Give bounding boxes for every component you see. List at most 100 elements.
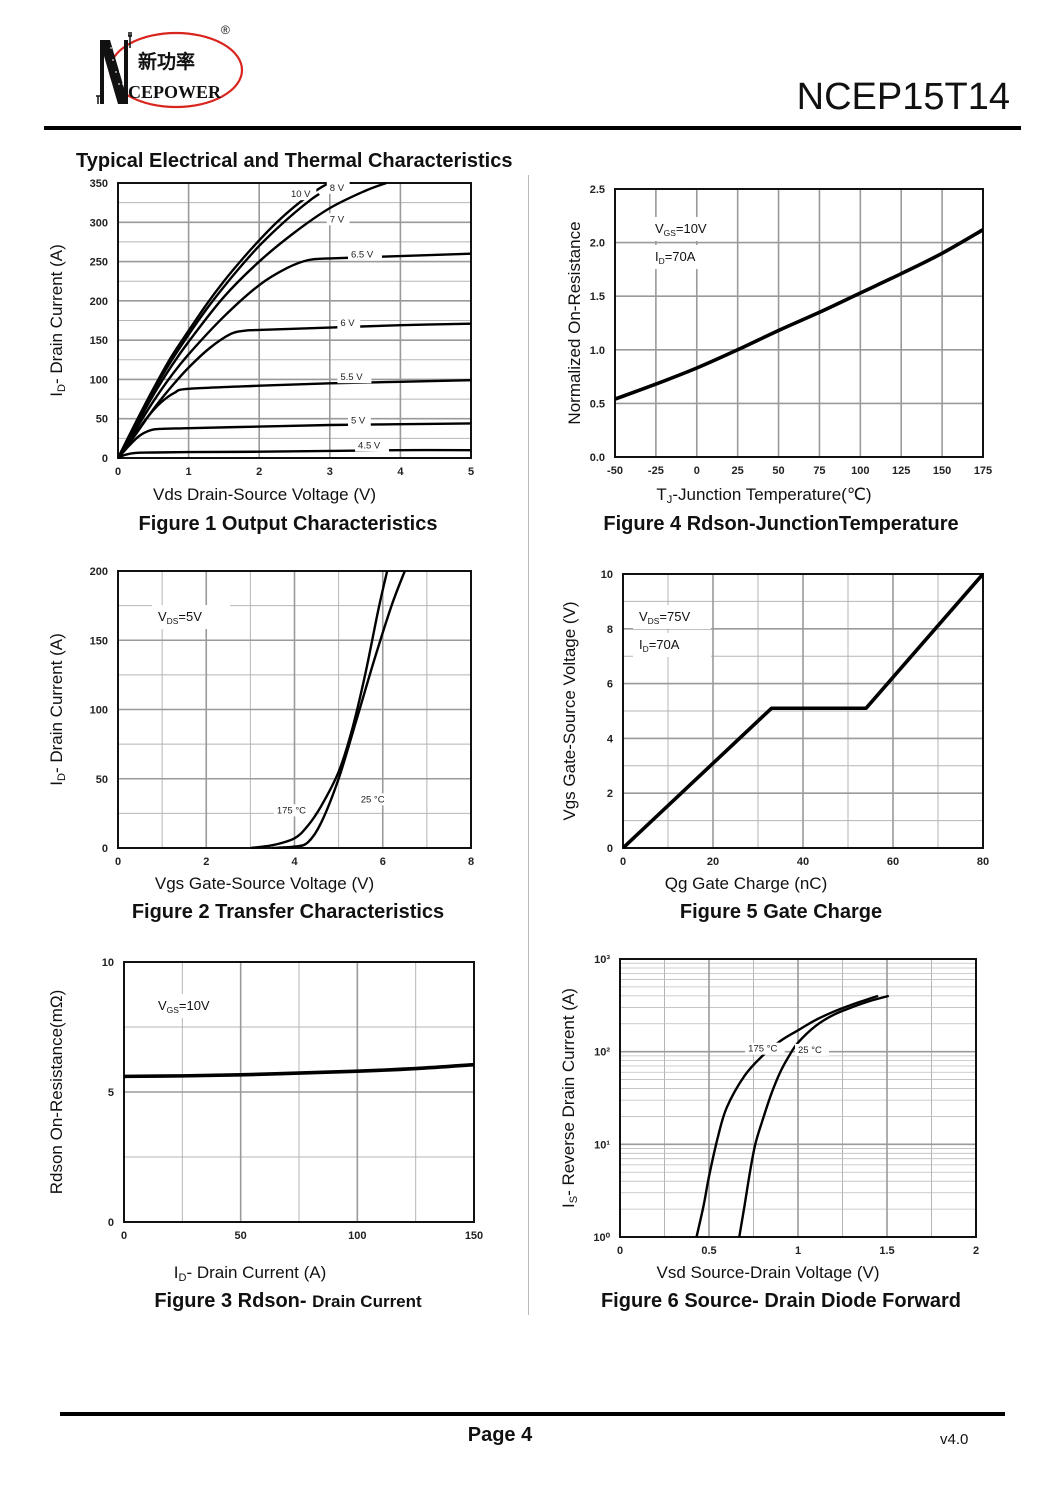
curve-label-bg [326,181,350,194]
x-tick-label: 150 [465,1230,483,1242]
curve-label: 6 V [340,318,355,329]
x-tick-label: 0 [617,1245,623,1257]
y-tick-label: 2.5 [590,184,605,196]
series-line-25-c [738,994,890,1238]
x-tick-label: 20 [707,856,719,868]
curve-label-bg [357,793,392,806]
x-tick-label: 75 [813,465,825,477]
x-tick-label: 0 [121,1230,127,1242]
curve-label: 25 °C [361,794,385,805]
section-title: Typical Electrical and Thermal Character… [76,150,513,172]
figure-caption: Figure 2 Transfer Characteristics [132,901,444,923]
series-line-6-5-v [118,252,471,459]
x-tick-label: 0 [620,856,626,868]
x-tick-label: 0 [115,466,121,478]
y-axis-label: ID- Drain Current (A) [47,633,68,786]
y-tick-label: 5 [108,1087,114,1099]
annotation-bg [633,605,711,629]
x-tick-label: -25 [648,465,664,477]
curve-label: 8 V [330,183,345,194]
series-line-175-c [695,994,879,1238]
x-tick-label: -50 [607,465,623,477]
y-tick-label: 200 [90,566,108,578]
annotation-bg [649,217,727,241]
curve-label: 5.5 V [340,372,363,383]
x-tick-label: 100 [851,465,869,477]
curve-label-bg [326,213,350,226]
company-logo: 新功率 CEPOWER ® [88,18,248,109]
y-tick-label: 6 [607,679,613,691]
y-tick-label: 0 [108,1217,114,1229]
y-tick-label: 10² [594,1047,610,1059]
x-axis-label: Vgs Gate-Source Voltage (V) [155,874,374,893]
figure-caption: Figure 1 Output Characteristics [139,513,438,535]
curve-label: 5 V [351,415,366,426]
chart-fig2: VDS=5V 0 2 4 6 8 0 50 100 150 200 175 °C 25 °C Vgs Ga… [47,566,474,923]
plot-frame [123,961,475,1223]
condition-annotation: ID=70A [639,637,680,654]
x-axis-label: Vsd Source-Drain Voltage (V) [657,1263,880,1282]
x-tick-label: 25 [732,465,744,477]
footer-rule [60,1412,1005,1416]
figure-caption: Figure 3 Rdson- Drain Current [154,1290,422,1312]
header-rule [44,126,1021,130]
y-tick-label: 50 [96,774,108,786]
curve-label: 7 V [330,214,345,225]
y-tick-label: 0.0 [590,452,605,464]
curve-label-bg [795,1043,829,1056]
logo-n-icon [96,32,132,104]
series-line-5-5-v [118,379,471,459]
curve-label-bg [337,371,372,384]
curve-label: 6.5 V [351,250,374,261]
series-line-6-v [118,322,471,459]
column-divider [528,175,529,1315]
logo-brand-cn: 新功率 [138,50,195,73]
x-tick-label: 2 [203,856,209,868]
annotation-bg [633,633,711,657]
y-tick-label: 0 [102,843,108,855]
y-tick-label: 8 [607,624,613,636]
figure-caption: Figure 5 Gate Charge [680,901,882,923]
x-tick-label: 1 [795,1245,801,1257]
x-tick-label: 40 [797,856,809,868]
page-number: Page 4 [467,1424,533,1446]
x-tick-label: 80 [977,856,989,868]
curve-label-bg [273,804,314,817]
x-tick-label: 6 [380,856,386,868]
x-tick-label: 50 [772,465,784,477]
x-tick-label: 50 [235,1230,247,1242]
series-line-175-c [250,570,389,849]
y-tick-label: 4 [607,733,614,745]
x-axis-label: TJ-Junction Temperature(℃) [656,485,871,506]
y-tick-label: 250 [90,257,108,269]
series-line-rdson [124,1062,474,1079]
plot-frame [622,573,984,849]
condition-annotation: VDS=75V [639,609,690,626]
figure-caption: Figure 6 Source- Drain Diode Forward [601,1290,961,1312]
x-tick-label: 1 [186,466,192,478]
y-axis-label: Vgs Gate-Source Voltage (V) [560,601,579,820]
chart-fig4: VGS=10V ID=70A -50 -25 0 25 50 75 100 125 150 175 0.… [565,184,992,535]
x-tick-label: 150 [933,465,951,477]
logo-brand-en: CEPOWER [128,82,222,102]
x-axis-label: Qg Gate Charge (nC) [665,874,828,893]
condition-annotation: ID=70A [655,249,696,266]
x-tick-label: 60 [887,856,899,868]
y-tick-label: 100 [90,374,108,386]
y-tick-label: 100 [90,705,108,717]
curve-label: 175 °C [748,1044,777,1055]
x-tick-label: 4 [291,856,298,868]
x-tick-label: 2 [256,466,262,478]
plot-frame [614,188,984,458]
x-tick-label: 100 [348,1230,366,1242]
curve-label-bg [745,1042,785,1055]
figure-caption: Figure 4 Rdson-JunctionTemperature [603,513,958,535]
plot-frame [117,182,472,459]
x-tick-label: 5 [468,466,474,478]
x-tick-label: 3 [327,466,333,478]
y-tick-label: 0.5 [590,398,605,410]
y-tick-label: 350 [90,178,108,190]
condition-annotation: VGS=10V [655,221,707,238]
curve-label-bg [347,248,382,261]
